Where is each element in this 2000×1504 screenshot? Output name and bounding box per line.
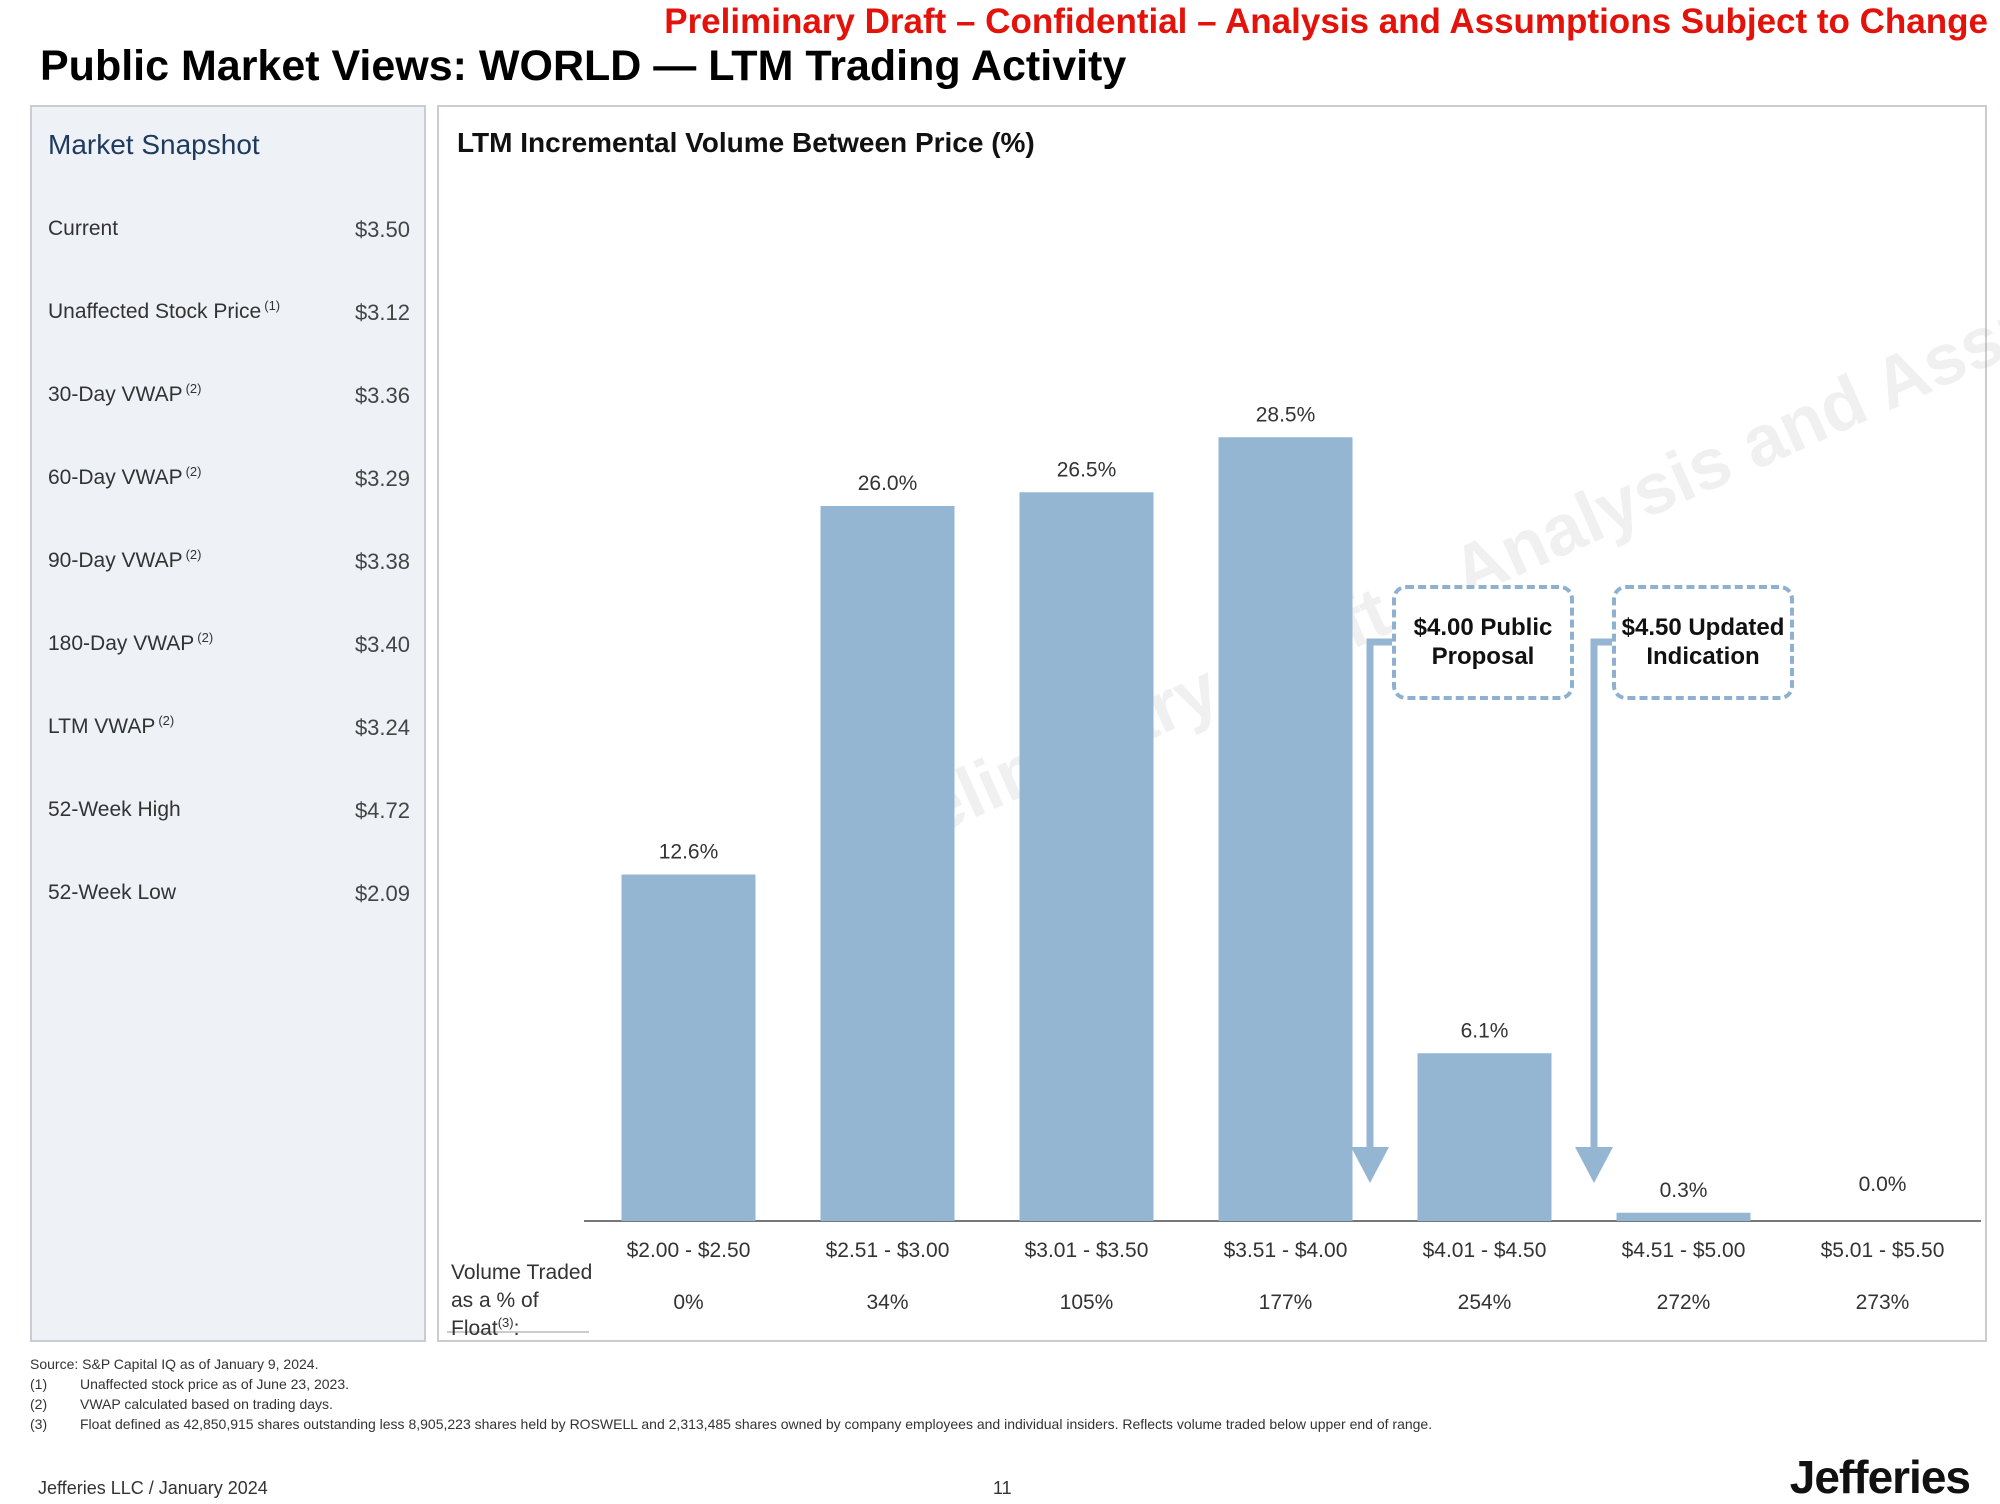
float-traded-value: 272% <box>1657 1291 1711 1314</box>
snapshot-value: $3.29 <box>354 466 410 491</box>
footer-company-date: Jefferies LLC / January 2024 <box>38 1478 268 1498</box>
bar-2 <box>1019 492 1154 1221</box>
footnote-2: (2) VWAP calculated based on trading days… <box>30 1396 333 1412</box>
bar-3 <box>1218 437 1353 1221</box>
float-traded-header: Volume Traded as a % of Float(3): <box>451 1261 593 1340</box>
snapshot-row-current: Current $3.50 <box>48 217 410 247</box>
callout-arrow-1 <box>1590 638 1614 1155</box>
bar-4 <box>1417 1053 1552 1221</box>
snapshot-row-60day-vwap: 60-Day VWAP (2) $3.29 <box>48 464 410 496</box>
category-label: $4.51 - $5.00 <box>1622 1239 1746 1262</box>
snapshot-value: $2.09 <box>354 881 410 906</box>
snapshot-row-52wk-low: 52-Week Low $2.09 <box>48 881 410 911</box>
snapshot-value: $3.24 <box>354 715 410 740</box>
float-traded-value: 254% <box>1458 1291 1512 1314</box>
bar-value-label: 26.0% <box>858 472 918 495</box>
snapshot-label: 180-Day VWAP (2) <box>48 630 214 655</box>
float-traded-value: 177% <box>1259 1291 1313 1314</box>
snapshot-row-52wk-high: 52-Week High $4.72 <box>48 798 410 828</box>
snapshot-value: $4.72 <box>354 798 410 823</box>
snapshot-row-ltm-vwap: LTM VWAP (2) $3.24 <box>48 713 410 745</box>
public-proposal-callout: $4.00 Public Proposal <box>1392 585 1574 700</box>
snapshot-label: Unaffected Stock Price (1) <box>48 298 281 323</box>
page-number: 11 <box>993 1478 1012 1498</box>
snapshot-row-unaffected: Unaffected Stock Price (1) $3.12 <box>48 298 410 330</box>
volume-bar-chart: 12.6% $2.00 - $2.50 0% 26.0% $2.51 - $3.00 34… <box>447 403 1981 1333</box>
market-snapshot-title: Market Snapshot <box>48 129 260 160</box>
category-label: $3.51 - $4.00 <box>1224 1239 1348 1262</box>
bar-5 <box>1616 1212 1751 1221</box>
chart-title: LTM Incremental Volume Between Price (%) <box>457 127 1035 158</box>
snapshot-label: 52-Week High <box>48 798 181 821</box>
snapshot-row-180day-vwap: 180-Day VWAP (2) $3.40 <box>48 630 410 662</box>
snapshot-label: Current <box>48 217 119 240</box>
category-label: $3.01 - $3.50 <box>1025 1239 1149 1262</box>
snapshot-row-90day-vwap: 90-Day VWAP (2) $3.38 <box>48 547 410 579</box>
float-traded-value: 0% <box>673 1291 703 1314</box>
chart-panel: LTM Incremental Volume Between Price (%)… <box>437 0 2000 1342</box>
bar-value-label: 28.5% <box>1256 403 1316 426</box>
callout-arrow-0 <box>1366 638 1394 1155</box>
snapshot-label: 52-Week Low <box>48 881 177 904</box>
snapshot-value: $3.12 <box>354 300 410 325</box>
snapshot-value: $3.40 <box>354 632 410 657</box>
footnote-3: (3) Float defined as 42,850,915 shares ou… <box>30 1416 1433 1432</box>
market-snapshot-panel: Market Snapshot Current $3.50 Unaffected… <box>30 105 426 1342</box>
snapshot-label: 30-Day VWAP (2) <box>48 381 202 406</box>
float-traded-value: 273% <box>1856 1291 1910 1314</box>
bar-value-label: 26.5% <box>1057 458 1117 481</box>
bar-value-label: 0.0% <box>1859 1173 1907 1196</box>
bar-value-label: 0.3% <box>1660 1179 1708 1202</box>
category-label: $2.51 - $3.00 <box>826 1239 950 1262</box>
bar-value-label: 12.6% <box>659 841 719 864</box>
snapshot-row-30day-vwap: 30-Day VWAP (2) $3.36 <box>48 381 410 413</box>
snapshot-label: LTM VWAP (2) <box>48 713 175 738</box>
snapshot-value: $3.38 <box>354 549 410 574</box>
bar-0 <box>621 874 756 1221</box>
snapshot-label: 60-Day VWAP (2) <box>48 464 202 489</box>
snapshot-label: 90-Day VWAP (2) <box>48 547 202 572</box>
page-title: Public Market Views: WORLD — LTM Trading… <box>40 42 1127 90</box>
float-traded-value: 105% <box>1060 1291 1114 1314</box>
footnotes: Source: S&P Capital IQ as of January 9, … <box>30 1354 1432 1434</box>
float-traded-value: 34% <box>866 1291 908 1314</box>
callout-arrowhead-0 <box>1351 1147 1389 1183</box>
bar-1 <box>820 506 955 1221</box>
category-label: $2.00 - $2.50 <box>627 1239 751 1262</box>
bar-value-label: 6.1% <box>1461 1019 1509 1042</box>
confidential-banner: Preliminary Draft – Confidential – Analy… <box>664 2 1988 41</box>
footnote-source: Source: S&P Capital IQ as of January 9, … <box>30 1356 319 1372</box>
footnote-1: (1) Unaffected stock price as of June 23,… <box>30 1376 350 1392</box>
jefferies-logo: Jefferies <box>1789 1451 1971 1503</box>
callout-arrowhead-1 <box>1575 1147 1613 1183</box>
snapshot-value: $3.36 <box>354 383 410 408</box>
snapshot-value: $3.50 <box>354 217 410 242</box>
updated-indication-callout: $4.50 Updated Indication <box>1612 585 1794 700</box>
category-label: $5.01 - $5.50 <box>1821 1239 1945 1262</box>
category-label: $4.01 - $4.50 <box>1423 1239 1547 1262</box>
